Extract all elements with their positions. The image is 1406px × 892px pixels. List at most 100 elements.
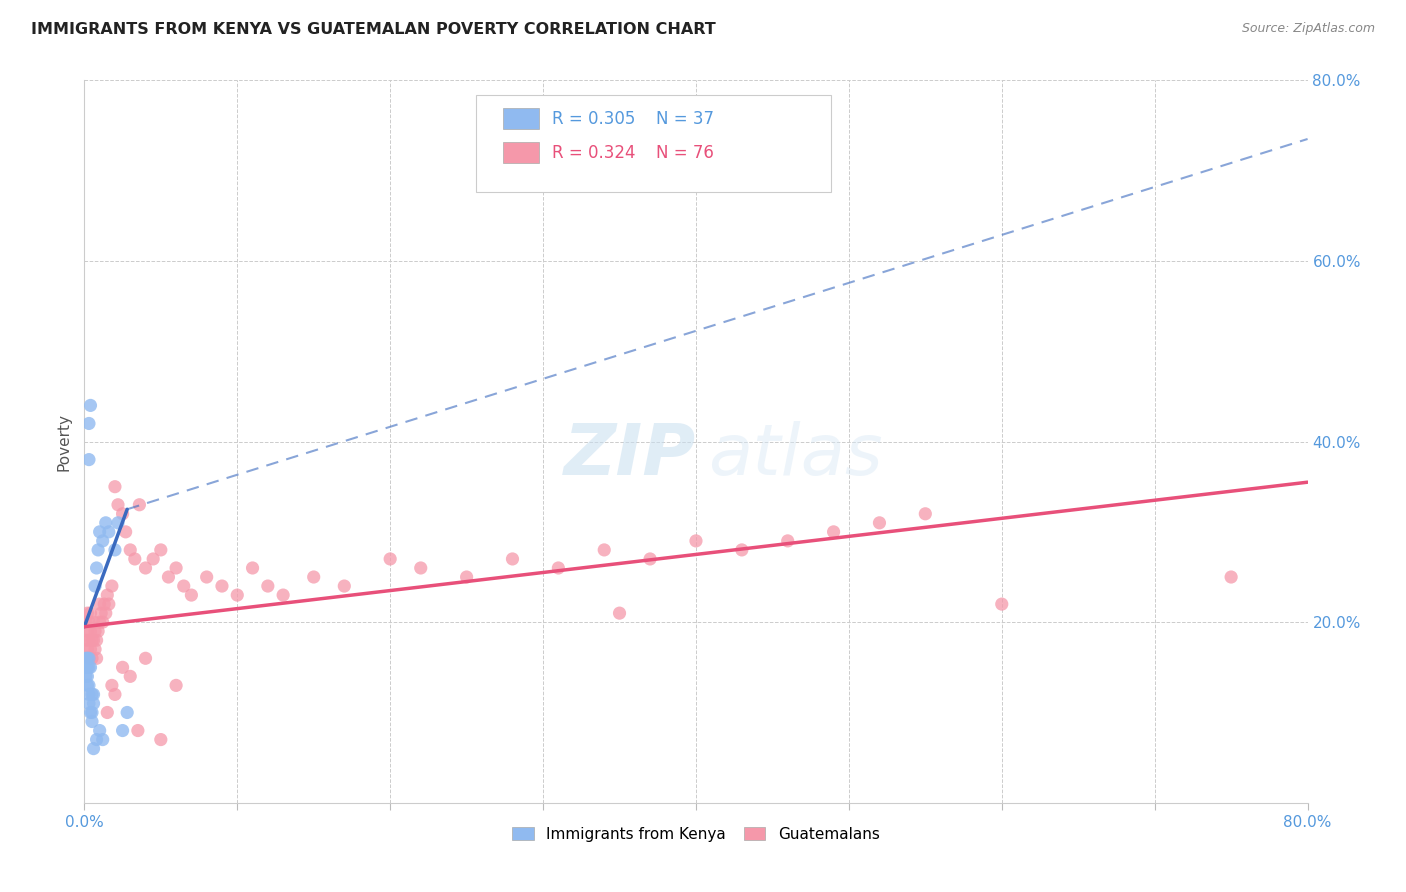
Point — [142, 552, 165, 566]
Point — [380, 552, 402, 566]
Point — [135, 561, 157, 575]
Point — [593, 542, 616, 557]
Point — [127, 723, 149, 738]
Point — [84, 624, 107, 639]
Point — [77, 452, 100, 467]
Point — [76, 606, 98, 620]
Point — [83, 741, 105, 756]
Point — [165, 678, 187, 692]
Point — [869, 516, 891, 530]
Point — [104, 687, 127, 701]
Point — [242, 561, 264, 575]
Point — [87, 624, 110, 639]
Text: N = 76: N = 76 — [655, 144, 713, 161]
Point — [79, 706, 101, 720]
Point — [149, 542, 172, 557]
Point — [302, 570, 325, 584]
Point — [149, 732, 172, 747]
Point — [94, 516, 117, 530]
Bar — [503, 108, 540, 129]
Text: R = 0.324: R = 0.324 — [551, 144, 636, 161]
Point — [271, 588, 294, 602]
Point — [77, 678, 100, 692]
Point — [80, 651, 103, 665]
Point — [111, 507, 134, 521]
Point — [75, 651, 97, 665]
Point — [135, 651, 157, 665]
Point — [77, 633, 100, 648]
Point — [101, 579, 124, 593]
Point — [409, 561, 432, 575]
Point — [90, 606, 112, 620]
Point — [77, 417, 100, 431]
Point — [77, 651, 100, 665]
Point — [211, 579, 233, 593]
Text: ZIP: ZIP — [564, 422, 696, 491]
Text: R = 0.305: R = 0.305 — [551, 110, 636, 128]
Point — [83, 687, 105, 701]
Point — [96, 588, 118, 602]
Point — [80, 633, 103, 648]
Point — [76, 669, 98, 683]
Point — [87, 542, 110, 557]
Point — [776, 533, 799, 548]
Point — [97, 524, 120, 539]
Point — [257, 579, 280, 593]
Point — [120, 669, 142, 683]
Point — [107, 498, 129, 512]
Point — [93, 597, 115, 611]
Point — [79, 624, 101, 639]
Point — [128, 498, 150, 512]
Point — [173, 579, 195, 593]
Point — [89, 615, 111, 630]
Point — [76, 651, 98, 665]
Point — [76, 660, 98, 674]
Point — [86, 651, 108, 665]
Point — [75, 669, 97, 683]
Point — [76, 642, 98, 657]
Point — [86, 633, 108, 648]
Point — [195, 570, 218, 584]
FancyBboxPatch shape — [475, 95, 831, 193]
Point — [120, 542, 142, 557]
Text: N = 37: N = 37 — [655, 110, 714, 128]
Point — [111, 660, 134, 674]
Point — [86, 732, 108, 747]
Point — [77, 615, 100, 630]
Point — [79, 398, 101, 412]
Point — [101, 678, 124, 692]
Bar — [503, 142, 540, 163]
Point — [157, 570, 180, 584]
Point — [114, 524, 136, 539]
Point — [83, 697, 105, 711]
Point — [107, 516, 129, 530]
Point — [75, 615, 97, 630]
Point — [84, 579, 107, 593]
Text: atlas: atlas — [709, 422, 883, 491]
Point — [991, 597, 1014, 611]
Point — [685, 533, 707, 548]
Point — [79, 660, 101, 674]
Point — [89, 524, 111, 539]
Point — [111, 723, 134, 738]
Point — [76, 678, 98, 692]
Point — [333, 579, 356, 593]
Point — [456, 570, 478, 584]
Point — [83, 615, 105, 630]
Point — [80, 706, 103, 720]
Point — [89, 597, 111, 611]
Point — [94, 606, 117, 620]
Point — [89, 723, 111, 738]
Point — [79, 606, 101, 620]
Point — [1220, 570, 1243, 584]
Point — [76, 624, 98, 639]
Point — [77, 651, 100, 665]
Point — [80, 687, 103, 701]
Point — [115, 706, 138, 720]
Point — [609, 606, 631, 620]
Point — [80, 714, 103, 729]
Point — [91, 615, 114, 630]
Point — [75, 633, 97, 648]
Point — [77, 697, 100, 711]
Point — [86, 561, 108, 575]
